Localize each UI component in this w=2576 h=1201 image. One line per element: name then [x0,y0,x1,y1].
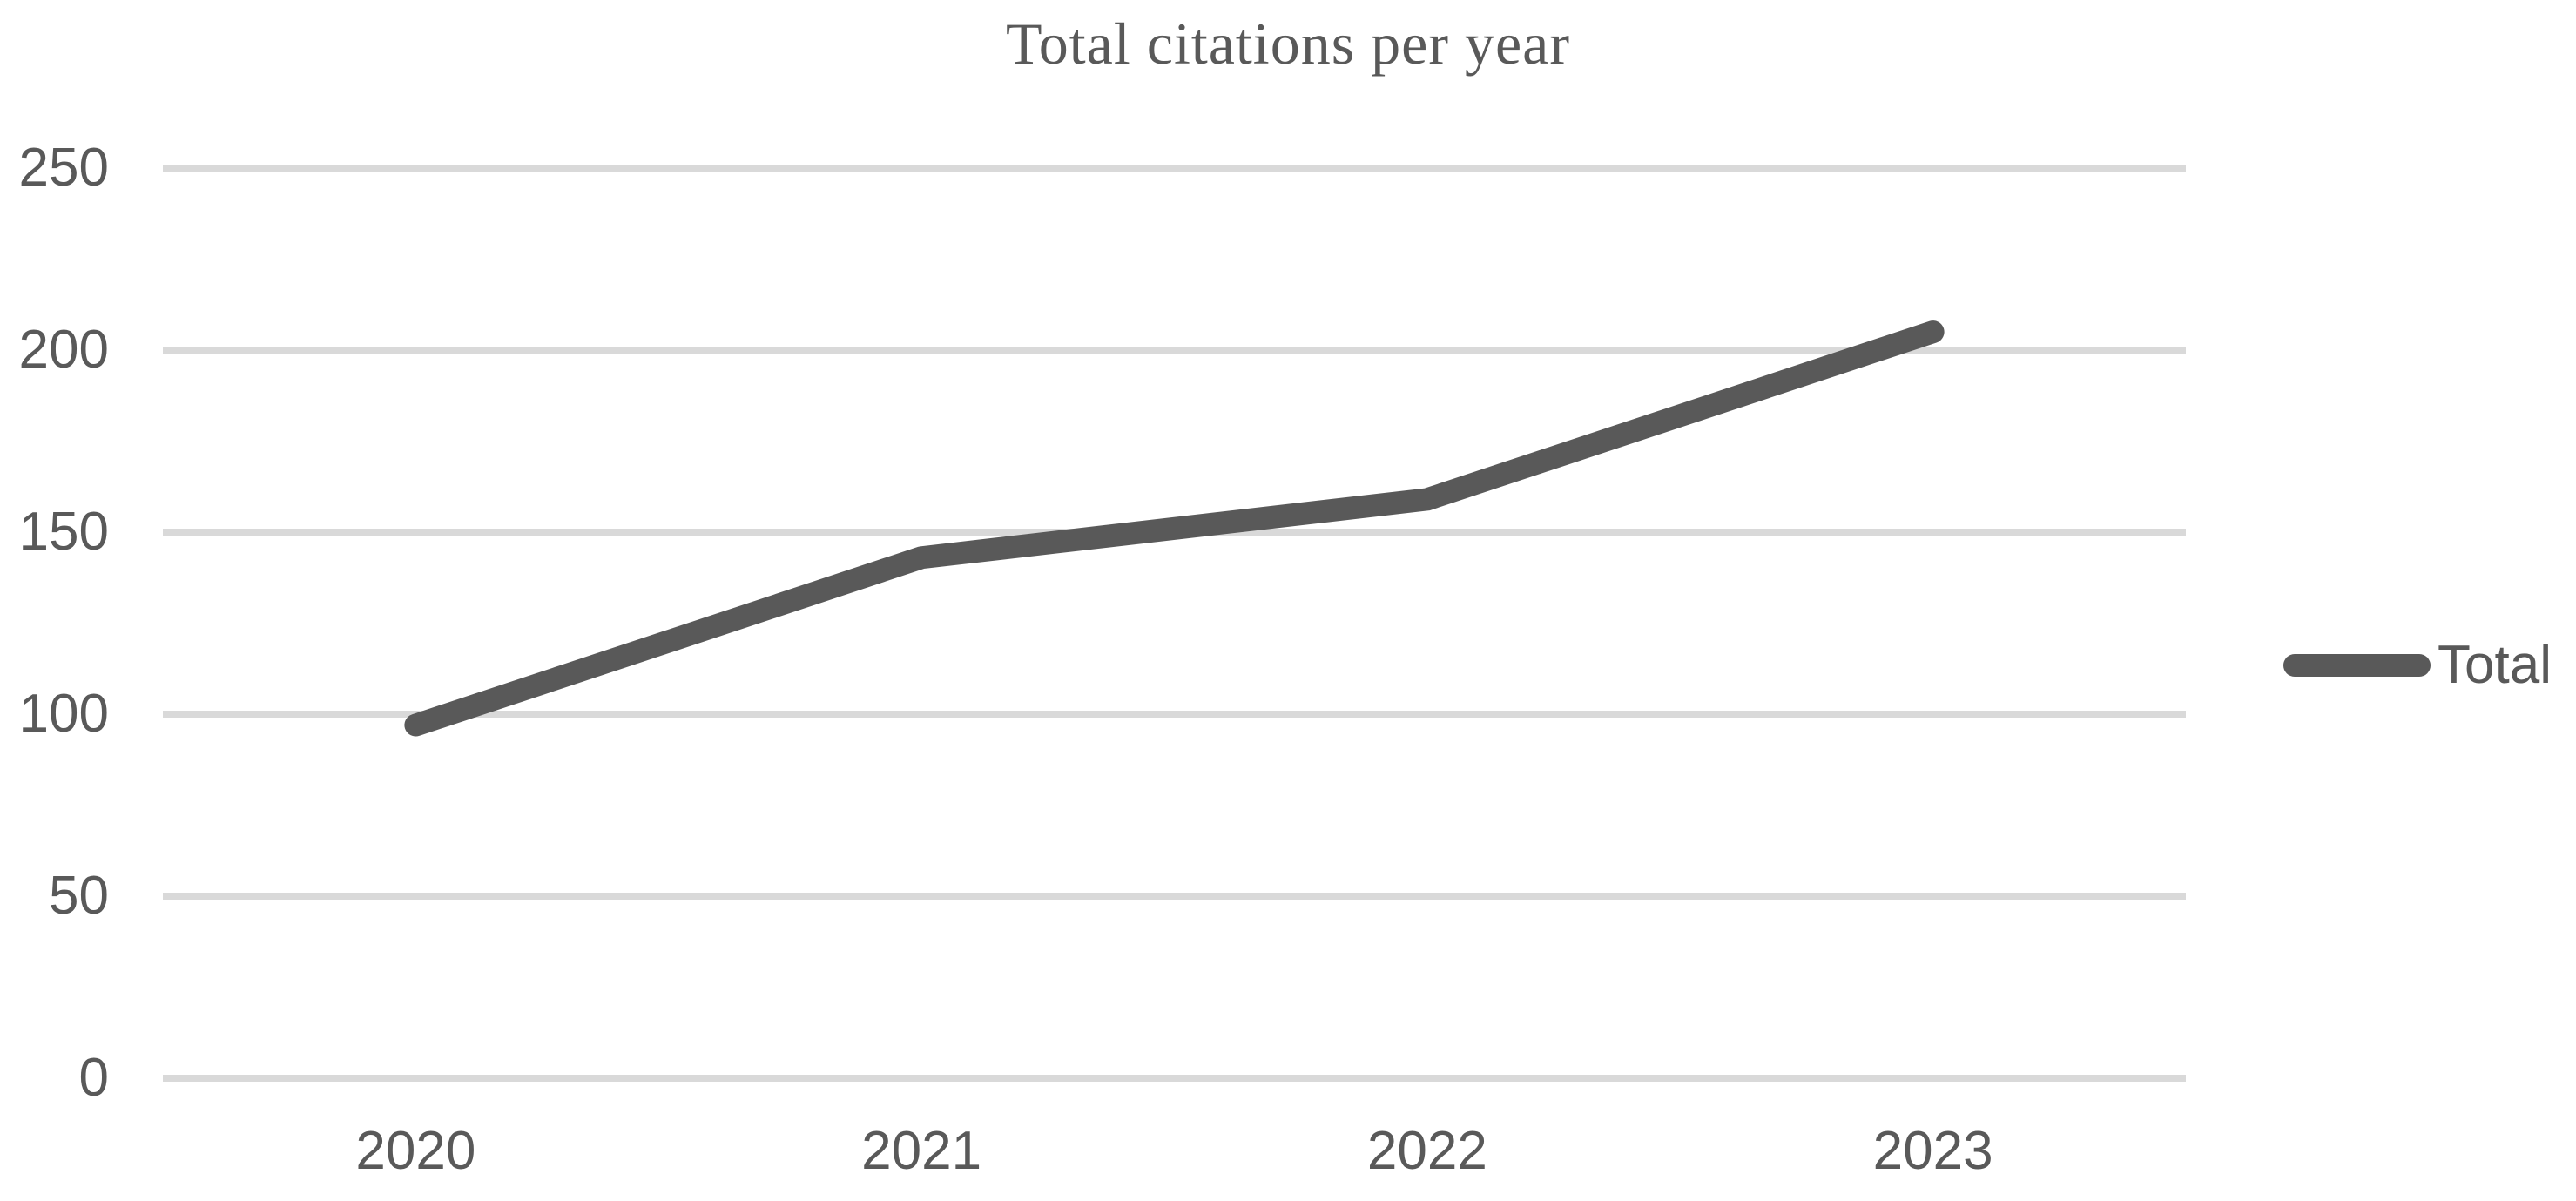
y-axis-tick-label: 150 [18,502,109,562]
x-axis-tick-label: 2022 [1366,1121,1487,1181]
x-axis-tick-label: 2023 [1872,1121,1993,1181]
x-axis-tick-label: 2021 [861,1121,982,1181]
legend-line-swatch [2283,654,2431,677]
y-axis-tick-label: 50 [49,866,109,926]
x-axis-tick-label: 2020 [355,1121,476,1181]
chart-title: Total citations per year [1006,10,1570,77]
y-axis-tick-label: 0 [78,1048,109,1108]
legend: Total [2283,634,2552,697]
y-axis-tick-label: 200 [18,320,109,380]
legend-label: Total [2438,635,2552,695]
y-axis-tick-label: 100 [18,684,109,744]
series-line-total [404,320,1945,737]
y-axis-tick-label: 250 [18,138,109,198]
